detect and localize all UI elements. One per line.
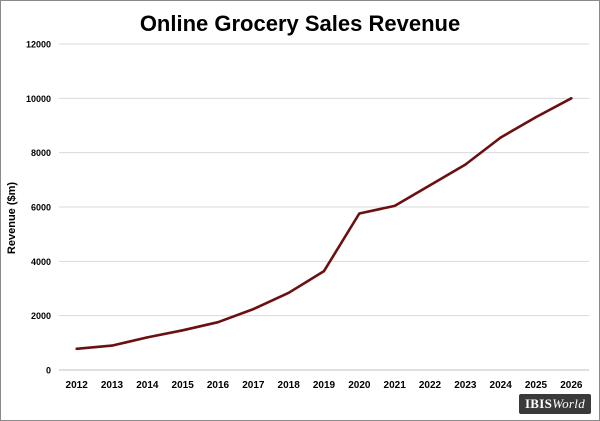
y-tick-label: 10000 xyxy=(26,94,51,104)
chart-title: Online Grocery Sales Revenue xyxy=(139,11,461,36)
data-point xyxy=(464,163,467,166)
data-point xyxy=(75,347,78,351)
y-tick-label: 2000 xyxy=(31,311,51,321)
series-line xyxy=(75,97,573,351)
x-tick-label: 2020 xyxy=(348,380,371,391)
data-point xyxy=(322,269,326,273)
x-tick-label: 2017 xyxy=(242,380,265,391)
x-tick-label: 2019 xyxy=(313,380,336,391)
x-tick-label: 2024 xyxy=(490,380,513,391)
ibisworld-logo: IBISWorld xyxy=(518,394,591,414)
x-tick-label: 2018 xyxy=(278,380,301,391)
data-point xyxy=(358,212,361,215)
data-point xyxy=(393,204,396,208)
data-point xyxy=(287,291,290,295)
y-tick-label: 4000 xyxy=(31,257,51,267)
data-point xyxy=(570,97,573,100)
data-point xyxy=(252,307,255,311)
y-tick-label: 0 xyxy=(46,366,51,376)
x-tick-label: 2016 xyxy=(207,380,230,391)
data-point xyxy=(110,344,114,347)
y-tick-label: 6000 xyxy=(31,203,51,213)
y-tick-label: 8000 xyxy=(31,148,51,158)
y-tick-label: 12000 xyxy=(26,40,51,50)
data-point xyxy=(181,329,184,332)
data-point xyxy=(146,336,149,339)
data-point xyxy=(534,115,538,119)
data-point xyxy=(216,320,220,324)
x-tick-label: 2015 xyxy=(172,380,195,391)
x-tick-label: 2014 xyxy=(136,380,159,391)
brand-suffix-text: World xyxy=(552,396,585,411)
data-point xyxy=(428,184,432,187)
x-tick-label: 2013 xyxy=(101,380,124,391)
brand-main-text: IBIS xyxy=(524,396,553,411)
x-tick-label: 2026 xyxy=(560,380,583,391)
x-tick-label: 2025 xyxy=(525,380,548,391)
x-tick-label: 2022 xyxy=(419,380,442,391)
x-tick-label: 2012 xyxy=(66,380,89,391)
x-tick-label: 2023 xyxy=(454,380,477,391)
data-point xyxy=(499,136,502,139)
x-tick-label: 2021 xyxy=(384,380,407,391)
